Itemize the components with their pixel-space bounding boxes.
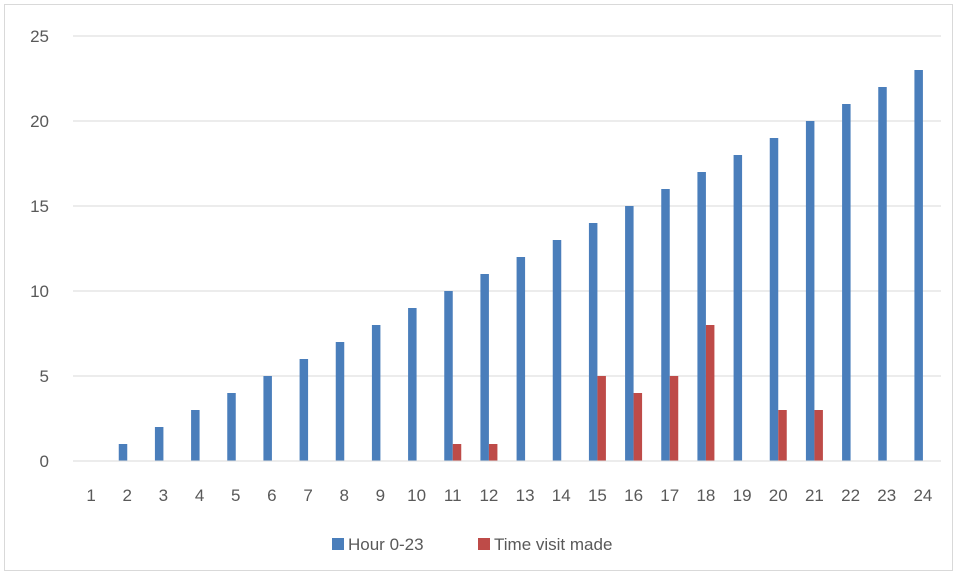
x-tick-label: 24 [913,486,932,505]
series-time-visit [452,325,823,461]
bar [480,274,489,461]
y-tick-label: 15 [30,197,49,216]
x-axis-tick-labels: 1 2 3 4 5 6 7 8 9 10 11 12 13 14 15 16 17 18 19 20 21 22 23 24 [86,486,932,505]
x-tick-label: 2 [123,486,132,505]
x-tick-label: 4 [195,486,204,505]
bar [878,87,887,461]
y-tick-label: 20 [30,112,49,131]
x-tick-label: 11 [444,486,462,505]
legend-label: Hour 0-23 [348,535,424,554]
bar [516,257,526,461]
x-tick-label: 12 [479,486,498,505]
x-tick-label: 18 [696,486,715,505]
bar [661,189,670,461]
bar [588,223,598,461]
bar [552,240,562,461]
x-tick-label: 16 [624,486,643,505]
gridlines [73,35,941,377]
bar [335,342,345,461]
y-tick-label: 10 [30,282,49,301]
bar [154,427,164,461]
y-tick-label: 0 [40,452,49,471]
x-tick-label: 21 [805,486,824,505]
bar [371,325,381,461]
bar [118,444,128,461]
x-tick-label: 7 [303,486,312,505]
x-tick-label: 17 [660,486,679,505]
x-tick-label: 8 [340,486,349,505]
legend-item: Hour 0-23 [332,535,424,554]
bar [227,393,236,461]
bar [299,359,309,461]
x-tick-label: 20 [769,486,788,505]
x-tick-label: 9 [376,486,385,505]
bars [118,70,923,461]
bar [444,291,453,461]
y-tick-label: 5 [40,367,49,386]
bar [814,410,823,461]
bar [733,155,743,461]
y-axis-tick-labels: 0 5 10 15 20 25 [30,27,49,471]
x-tick-label: 3 [159,486,168,505]
bar [625,206,634,461]
bar [842,104,851,461]
bar [697,172,706,461]
bar [805,121,815,461]
x-tick-label: 10 [407,486,426,505]
bar [191,410,200,461]
legend: Hour 0-23 Time visit made [332,535,612,554]
bar [769,138,779,461]
bar [633,393,643,461]
x-tick-label: 6 [267,486,276,505]
x-tick-label: 14 [552,486,571,505]
x-tick-label: 1 [86,486,95,505]
x-tick-label: 5 [231,486,240,505]
legend-label: Time visit made [494,535,612,554]
bar [705,325,715,461]
legend-item: Time visit made [478,535,612,554]
x-tick-label: 22 [841,486,860,505]
x-tick-label: 13 [516,486,535,505]
bar [488,444,498,461]
bar [408,308,417,461]
y-tick-label: 25 [30,27,49,46]
bar [597,376,606,461]
series-hour [118,70,923,461]
x-tick-label: 19 [733,486,752,505]
chart-frame: 0 5 10 15 20 25 1 2 3 4 5 6 7 8 9 10 11 12 13 14 15 16 17 18 19… [4,4,953,571]
bar [669,376,679,461]
bar [263,376,272,461]
bar [778,410,787,461]
legend-swatch [478,538,490,550]
bar [914,70,923,461]
legend-swatch [332,538,344,550]
x-tick-label: 15 [588,486,607,505]
x-tick-label: 23 [877,486,896,505]
bar [452,444,462,461]
